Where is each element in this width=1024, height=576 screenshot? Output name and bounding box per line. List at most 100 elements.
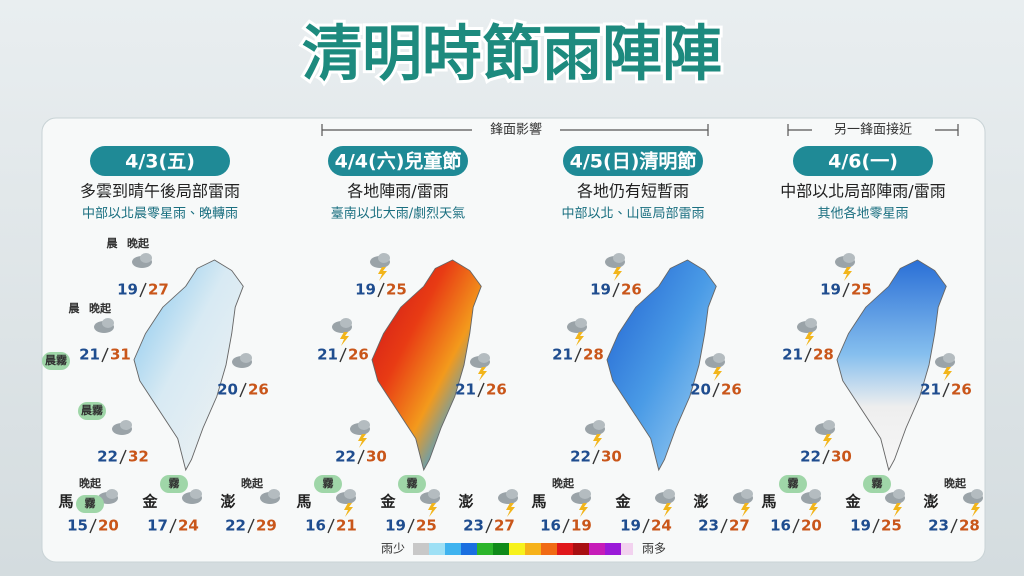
weather-icon [182,489,202,504]
cloud [579,489,591,499]
cloud [843,253,855,263]
cloud [613,253,625,263]
temp-low: 22 [335,448,356,466]
temp-low: 21 [317,346,338,364]
lightning [713,367,722,381]
temp-slash [942,382,950,398]
temp-low: 22 [570,448,591,466]
condition-tag: 晚起 [241,476,264,490]
lightning [613,267,622,281]
lightning [506,503,515,517]
cloud [190,489,202,499]
temp-slash [119,449,127,465]
temp-high: 21 [336,517,357,535]
temp-slash [562,518,570,534]
island-name: 澎 [458,493,473,511]
weather-icon [835,253,855,281]
lightning [805,332,814,346]
weather-icon [94,318,114,333]
condition-tag: 晚起 [552,476,575,490]
weather-icon [370,253,390,281]
fog-badge [160,475,188,493]
island-name: 金 [379,493,396,511]
temp-high: 27 [494,517,515,535]
cloud [140,253,152,263]
lightning [741,503,750,517]
date: 4/5(日)清明節 [570,150,697,173]
legend-scale [413,543,633,555]
lightning [843,267,852,281]
condition-tag: 霧 [407,477,419,490]
temp-high: 20 [801,517,822,535]
date-pill [328,146,468,176]
weather-icon [350,420,370,448]
lightning [344,503,353,517]
temp-high: 28 [959,517,980,535]
date: 4/3(五) [125,151,195,173]
island-name: 澎 [693,493,708,511]
lightning [943,367,952,381]
temp-high: 26 [348,346,369,364]
headline: 多雲到晴午後局部雷雨 [80,182,240,201]
date-pill [793,146,933,176]
temp-slash [574,347,582,363]
lightning [579,503,588,517]
condition-tag: 晨 [107,237,119,250]
headline: 各地仍有短暫雨 [577,182,689,201]
lightning [809,503,818,517]
temp-low: 23 [698,517,719,535]
weather-icon [571,489,591,517]
temp-low: 19 [385,517,406,535]
subline: 臺南以北大雨/劇烈天氣 [331,206,465,222]
weather-icon [935,353,955,381]
island-name: 金 [844,493,861,511]
temp-high: 25 [881,517,902,535]
cloud [741,489,753,499]
headline: 中部以北局部陣雨/雷雨 [780,182,945,201]
lightning [823,434,832,448]
temp-high: 29 [256,517,277,535]
lightning [971,503,980,517]
condition-tag: 霧 [323,477,335,490]
condition-tag: 晨 [69,302,81,315]
temp-slash [792,518,800,534]
cloud [823,420,835,430]
condition-tag: 霧 [872,477,884,490]
island-name: 馬 [761,493,776,511]
cloud [378,253,390,263]
subline: 中部以北、山區局部雷雨 [561,207,704,222]
temp-low: 22 [800,448,821,466]
temp-low: 23 [928,517,949,535]
legend-label: 雨少 [381,542,405,556]
temp-low: 21 [552,346,573,364]
temp-slash [357,449,365,465]
condition-tag: 晨霧 [81,404,104,417]
temp-low: 16 [305,517,326,535]
cloud [478,353,490,363]
front-label: 另一鋒面接近 [834,122,912,138]
temp-high: 26 [621,281,642,299]
weather-icon [705,353,725,381]
subline: 其他各地零星雨 [817,206,908,222]
temp-high: 30 [366,448,387,466]
cloud [428,489,440,499]
temp-low: 21 [79,346,100,364]
temp-slash [642,518,650,534]
cloud [102,318,114,328]
weather-icon [567,318,587,346]
lightning [378,267,387,281]
cloud [971,489,983,499]
temp-high: 24 [651,517,672,535]
weather-icon [112,420,132,435]
temp-high: 26 [486,381,507,399]
panel [41,117,986,563]
island-name: 澎 [923,493,938,511]
date-pill [563,146,703,176]
fog-badge [78,402,106,420]
weather-icon [963,489,983,517]
temp-slash [720,518,728,534]
temp-high: 25 [851,281,872,299]
temp-high: 25 [416,517,437,535]
temp-high: 32 [128,448,149,466]
